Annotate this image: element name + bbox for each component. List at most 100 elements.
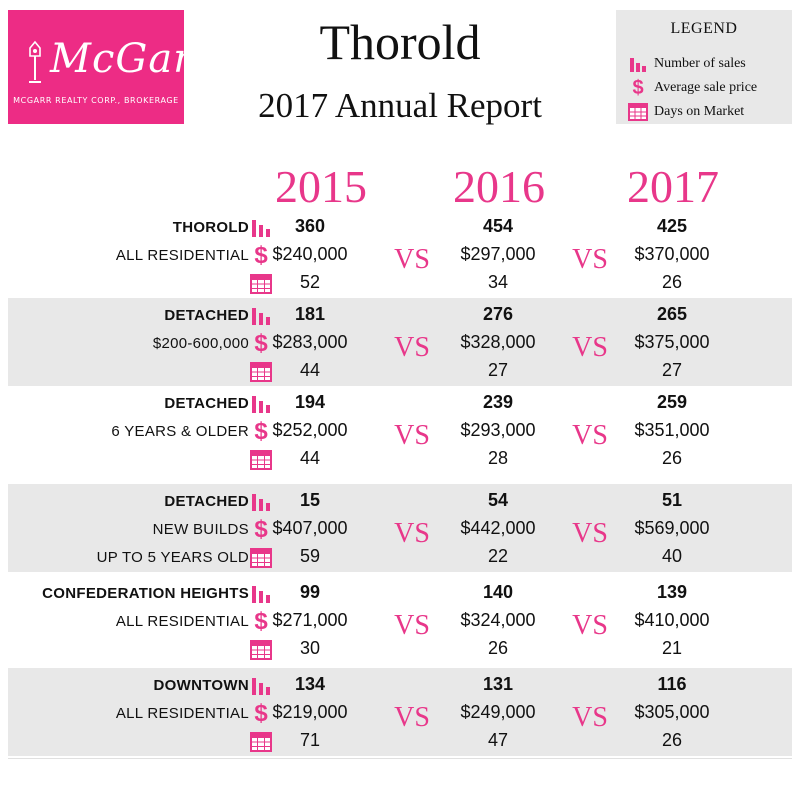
dollar-icon: $ bbox=[254, 608, 268, 635]
average-price: $328,000 bbox=[460, 332, 536, 352]
section-label: UP TO 5 YEARS OLD bbox=[96, 549, 249, 566]
sales-count: 15 bbox=[299, 490, 321, 510]
average-price: $407,000 bbox=[272, 518, 348, 538]
sales-count: 454 bbox=[482, 216, 514, 236]
calendar-icon bbox=[249, 730, 273, 754]
legend-label: Number of sales bbox=[654, 56, 746, 71]
days-on-market: 71 bbox=[299, 730, 321, 750]
days-on-market: 22 bbox=[487, 546, 509, 566]
bar-chart-icon bbox=[249, 392, 273, 416]
brand-logo: McGarr MCGARR REALTY CORP., BROKERAGE bbox=[8, 10, 212, 124]
dollar-icon: $ bbox=[254, 242, 268, 269]
average-price: $442,000 bbox=[460, 518, 536, 538]
report-section: DOWNTOWN ALL RESIDENTIAL $134 $219,000 71 131… bbox=[8, 668, 792, 756]
sales-count: 276 bbox=[482, 304, 514, 324]
report-section: DETACHED NEW BUILDS UP TO 5 YEARS OLD $15 $4… bbox=[8, 484, 792, 572]
average-price: $410,000 bbox=[634, 610, 710, 630]
legend-label: Average sale price bbox=[654, 80, 758, 95]
vs-label: VS bbox=[394, 518, 430, 549]
report-section: THOROLD ALL RESIDENTIAL $360 $240,000 52 454 $… bbox=[8, 210, 792, 298]
days-on-market: 30 bbox=[299, 638, 321, 658]
bar-chart-icon bbox=[249, 490, 273, 514]
vs-label: VS bbox=[394, 610, 430, 641]
section-label: ALL RESIDENTIAL bbox=[115, 247, 249, 264]
days-on-market: 26 bbox=[487, 638, 509, 658]
sales-count: 140 bbox=[482, 582, 514, 602]
average-price: $219,000 bbox=[272, 702, 348, 722]
days-on-market: 44 bbox=[299, 360, 321, 380]
days-on-market: 26 bbox=[661, 730, 683, 750]
bar-chart-icon bbox=[249, 582, 273, 606]
divider bbox=[8, 758, 792, 759]
average-price: $297,000 bbox=[460, 244, 536, 264]
section-label: ALL RESIDENTIAL bbox=[115, 705, 249, 722]
bar-chart-icon bbox=[626, 55, 650, 73]
sales-count: 425 bbox=[656, 216, 688, 236]
sales-count: 131 bbox=[482, 674, 514, 694]
days-on-market: 28 bbox=[487, 448, 509, 468]
bar-chart-icon bbox=[249, 674, 273, 698]
days-on-market: 44 bbox=[299, 448, 321, 468]
days-on-market: 27 bbox=[487, 360, 509, 380]
days-on-market: 26 bbox=[661, 272, 683, 292]
bar-chart-icon bbox=[249, 304, 273, 328]
sales-count: 259 bbox=[656, 392, 688, 412]
average-price: $569,000 bbox=[634, 518, 710, 538]
average-price: $283,000 bbox=[272, 332, 348, 352]
report-section: CONFEDERATION HEIGHTS ALL RESIDENTIAL $99 $… bbox=[8, 576, 792, 664]
legend-heading: LEGEND bbox=[670, 20, 738, 37]
dollar-icon: $ bbox=[254, 330, 268, 357]
calendar-icon bbox=[249, 272, 273, 296]
legend-item-price: $ Average sale price bbox=[626, 76, 758, 99]
legend: LEGEND Number of sales $ Average sale pr… bbox=[616, 10, 792, 124]
section-label: DETACHED bbox=[164, 493, 249, 510]
vs-label: VS bbox=[572, 420, 608, 451]
section-label: DETACHED bbox=[164, 395, 249, 412]
sales-count: 239 bbox=[482, 392, 514, 412]
section-label: DETACHED bbox=[164, 307, 249, 324]
dollar-icon: $ bbox=[632, 76, 644, 99]
vs-label: VS bbox=[572, 518, 608, 549]
calendar-icon bbox=[249, 448, 273, 472]
vs-label: VS bbox=[394, 420, 430, 451]
average-price: $324,000 bbox=[460, 610, 536, 630]
sales-count: 116 bbox=[657, 674, 687, 694]
dollar-icon: $ bbox=[254, 418, 268, 445]
average-price: $252,000 bbox=[272, 420, 348, 440]
vs-label: VS bbox=[394, 332, 430, 363]
dollar-icon: $ bbox=[254, 700, 268, 727]
page-title: Thorold bbox=[319, 14, 481, 70]
year-heading-2015: 2015 bbox=[275, 161, 367, 212]
average-price: $375,000 bbox=[634, 332, 710, 352]
calendar-icon bbox=[249, 360, 273, 384]
section-label: THOROLD bbox=[172, 219, 249, 236]
days-on-market: 27 bbox=[661, 360, 683, 380]
average-price: $305,000 bbox=[634, 702, 710, 722]
days-on-market: 34 bbox=[487, 272, 509, 292]
dollar-icon: $ bbox=[254, 516, 268, 543]
section-label: $200-600,000 bbox=[152, 335, 249, 352]
vs-label: VS bbox=[572, 702, 608, 733]
year-heading-2017: 2017 bbox=[627, 161, 719, 212]
sales-count: 265 bbox=[656, 304, 688, 324]
average-price: $240,000 bbox=[272, 244, 348, 264]
vs-label: VS bbox=[394, 244, 430, 275]
section-label: CONFEDERATION HEIGHTS bbox=[42, 585, 249, 602]
days-on-market: 26 bbox=[661, 448, 683, 468]
days-on-market: 47 bbox=[487, 730, 509, 750]
calendar-icon bbox=[249, 546, 273, 570]
sales-count: 181 bbox=[294, 304, 326, 324]
vs-label: VS bbox=[572, 332, 608, 363]
legend-item-days: Days on Market bbox=[626, 102, 744, 122]
days-on-market: 52 bbox=[299, 272, 321, 292]
logo-tagline: MCGARR REALTY CORP., BROKERAGE bbox=[13, 96, 179, 105]
days-on-market: 59 bbox=[299, 546, 321, 566]
section-label: 6 YEARS & OLDER bbox=[111, 423, 249, 440]
vs-label: VS bbox=[394, 702, 430, 733]
sales-count: 134 bbox=[294, 674, 326, 694]
sales-count: 360 bbox=[294, 216, 326, 236]
legend-item-sales: Number of sales bbox=[626, 54, 746, 74]
section-label: NEW BUILDS bbox=[152, 521, 249, 538]
calendar-icon bbox=[249, 638, 273, 662]
average-price: $293,000 bbox=[460, 420, 536, 440]
